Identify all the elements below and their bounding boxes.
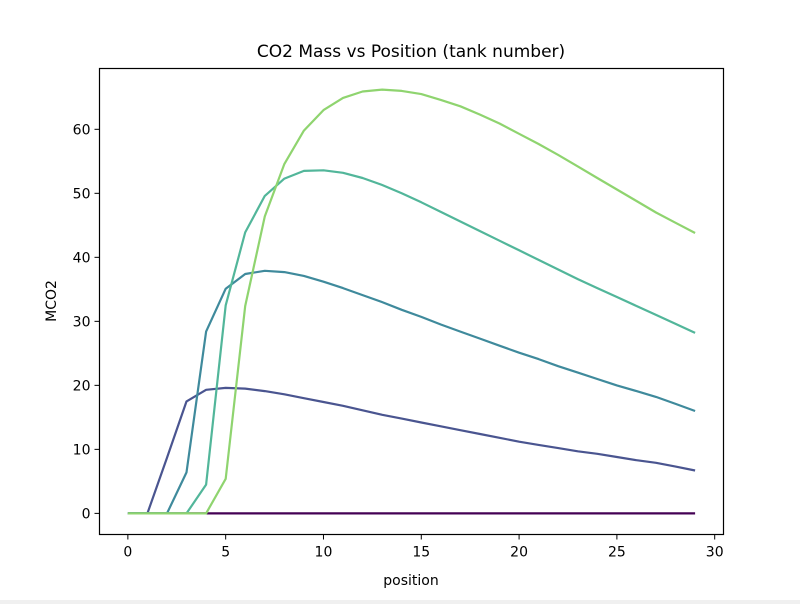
y-tick-label: 0	[82, 506, 91, 522]
y-tick-label: 60	[73, 122, 91, 138]
series-layer	[127, 88, 696, 515]
y-axis: 0 10 20 30 40 50 60	[73, 122, 100, 522]
line-series-5	[127, 88, 696, 515]
x-tick-label: 10	[315, 545, 333, 561]
x-tick-label: 25	[608, 545, 626, 561]
y-tick-label: 10	[73, 442, 91, 458]
line-series-2	[127, 386, 696, 515]
y-tick-label: 30	[73, 314, 91, 330]
y-tick-label: 20	[73, 378, 91, 394]
chart-title: CO2 Mass vs Position (tank number)	[257, 42, 565, 62]
x-axis-label: position	[383, 573, 438, 589]
x-axis: 0 5 10 15 20 25 30	[123, 534, 724, 561]
x-tick-label: 15	[412, 545, 430, 561]
axes-frame	[98, 67, 725, 536]
x-tick-label: 20	[510, 545, 528, 561]
y-tick-label: 50	[73, 186, 91, 202]
y-tick-label: 40	[73, 250, 91, 266]
y-axis-label: MCO2	[44, 280, 60, 322]
line-series-3	[127, 269, 696, 515]
line-series-4	[127, 169, 696, 515]
x-tick-label: 0	[123, 545, 132, 561]
x-tick-label: 5	[221, 545, 230, 561]
x-tick-label: 30	[706, 545, 724, 561]
bottom-strip	[0, 600, 800, 604]
